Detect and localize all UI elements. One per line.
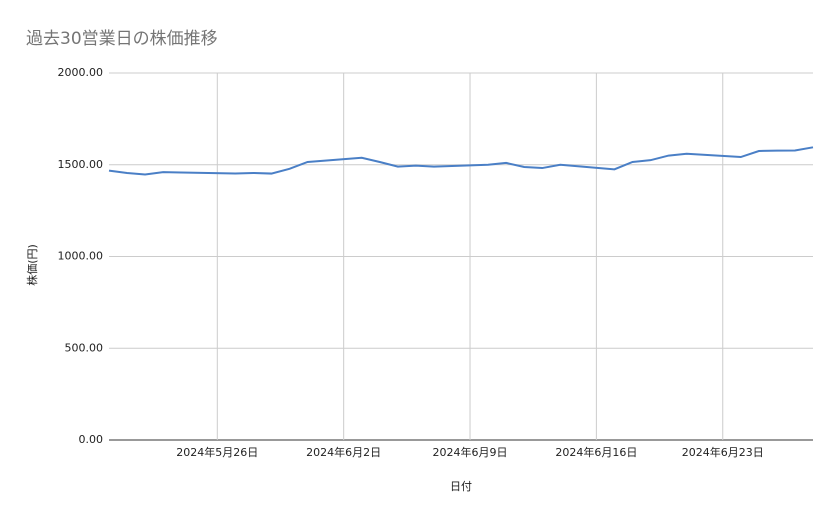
chart-title: 過去30営業日の株価推移 <box>26 29 218 49</box>
y-axis-title: 株価(円) <box>25 244 39 286</box>
y-tick-label: 500.00 <box>65 341 104 354</box>
x-tick-label: 2024年5月26日 <box>176 445 258 459</box>
line <box>108 146 814 176</box>
x-tick-label: 2024年6月2日 <box>306 445 381 459</box>
y-tick-label: 1000.00 <box>58 250 104 263</box>
x-tick-label: 2024年6月9日 <box>433 445 508 459</box>
y-tick-label: 0.00 <box>79 433 104 446</box>
x-tick-label: 2024年6月23日 <box>682 445 764 459</box>
y-tick-label: 2000.00 <box>58 66 104 79</box>
y-tick-label: 1500.00 <box>58 158 104 171</box>
x-axis-title: 日付 <box>450 480 472 493</box>
x-tick-label: 2024年6月16日 <box>555 445 637 459</box>
